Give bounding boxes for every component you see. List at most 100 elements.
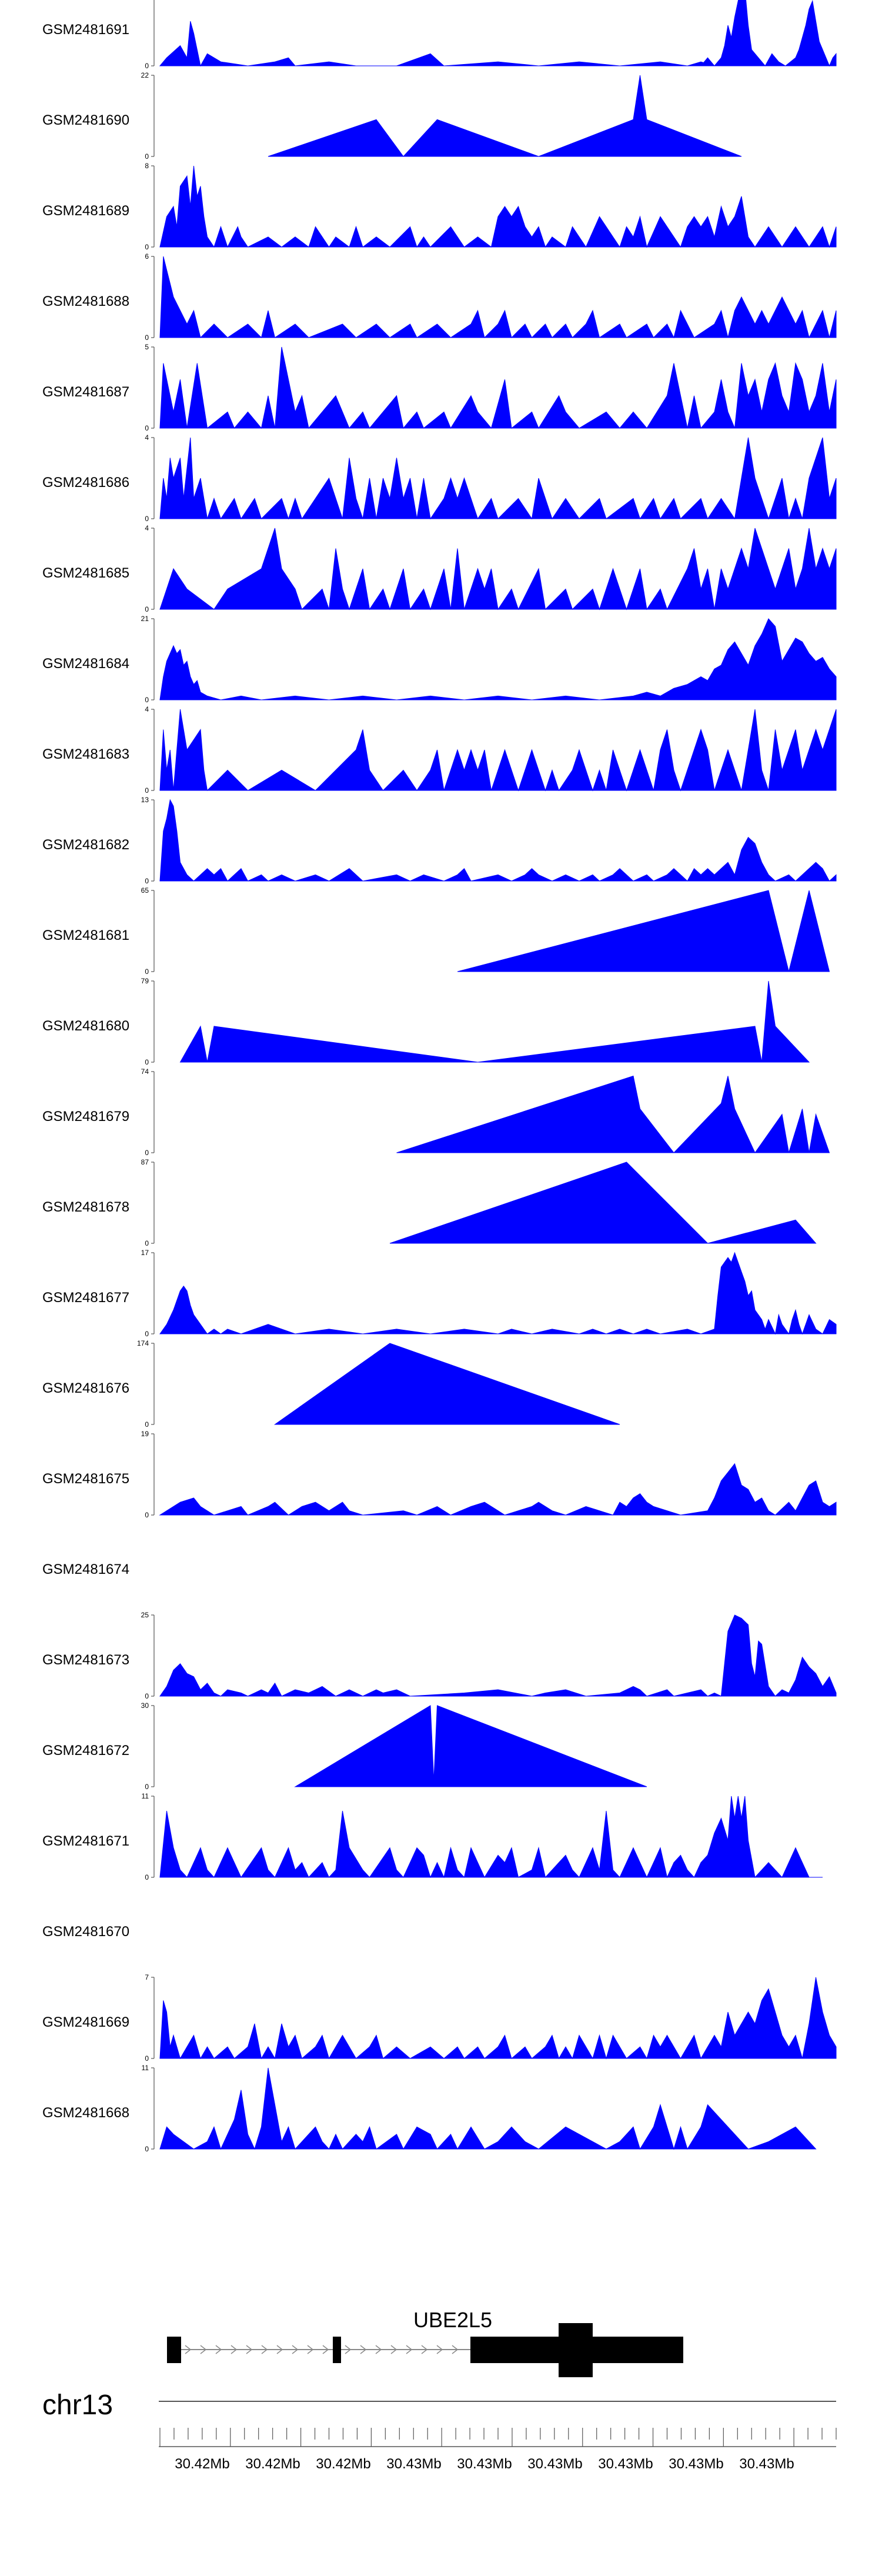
signal-area xyxy=(159,0,837,67)
y-axis-max-label: 6 xyxy=(145,252,149,261)
y-axis-min-label: 0 xyxy=(145,1058,149,1066)
axis-tick-label: 30.43Mb xyxy=(386,2456,441,2472)
track-GSM2481677: GSM2481677 17 0 xyxy=(42,1249,837,1338)
strand-arrow xyxy=(375,2345,382,2354)
axis-tick-labels: 30.42Mb 30.42Mb 30.42Mb 30.43Mb 30.43Mb 30.43… xyxy=(175,2456,794,2472)
track-GSM2481672: GSM2481672 30 0 xyxy=(42,1701,647,1791)
signal-area xyxy=(159,709,837,792)
y-axis-max-label: 19 xyxy=(141,1430,149,1438)
track-GSM2481687: GSM2481687 5 0 xyxy=(42,343,837,432)
track-GSM2481669: GSM2481669 7 0 xyxy=(42,1973,837,2063)
axis-tick-label: 30.42Mb xyxy=(316,2456,370,2472)
strand-arrow xyxy=(390,2345,397,2354)
y-axis-min-label: 0 xyxy=(145,1692,149,1700)
signal-area xyxy=(268,75,742,157)
y-axis-min-label: 0 xyxy=(145,62,149,70)
track-label: GSM2481689 xyxy=(42,203,129,219)
y-axis-max-label: 8 xyxy=(145,162,149,170)
track-GSM2481689: GSM2481689 8 0 xyxy=(42,162,837,251)
signal-area xyxy=(159,1252,837,1335)
strand-arrow xyxy=(307,2345,314,2354)
track-GSM2481673: GSM2481673 25 0 xyxy=(42,1611,837,1700)
track-GSM2481676: GSM2481676 174 0 xyxy=(42,1339,620,1429)
track-GSM2481683: GSM2481683 4 0 xyxy=(42,705,837,795)
track-label: GSM2481668 xyxy=(42,2105,129,2121)
track-label: GSM2481673 xyxy=(42,1652,129,1668)
track-GSM2481668: GSM2481668 11 0 xyxy=(42,2064,817,2153)
y-axis-max-label: 87 xyxy=(141,1158,149,1166)
axis-tick-label: 30.43Mb xyxy=(669,2456,723,2472)
track-GSM2481681: GSM2481681 65 0 xyxy=(42,886,830,976)
signal-area xyxy=(159,2067,817,2150)
y-axis-max-label: 74 xyxy=(141,1067,149,1076)
track-label: GSM2481680 xyxy=(42,1018,129,1034)
axis-tick-label: 30.42Mb xyxy=(175,2456,229,2472)
signal-area xyxy=(159,618,837,700)
track-label: GSM2481683 xyxy=(42,746,129,762)
track-label: GSM2481687 xyxy=(42,384,129,400)
y-axis-min-label: 0 xyxy=(145,1873,149,1881)
track-GSM2481682: GSM2481682 13 0 xyxy=(42,796,837,885)
track-label: GSM2481672 xyxy=(42,1743,129,1759)
track-label: GSM2481686 xyxy=(42,475,129,490)
signal-area xyxy=(159,1463,837,1516)
track-GSM2481670: GSM2481670 xyxy=(42,1924,129,1940)
strand-arrow xyxy=(345,2345,352,2354)
track-label: GSM2481670 xyxy=(42,1924,129,1940)
track-label: GSM2481688 xyxy=(42,293,129,309)
axis-tick-label: 30.43Mb xyxy=(598,2456,653,2472)
track-GSM2481691: GSM2481691200 xyxy=(42,0,837,70)
y-axis-max-label: 22 xyxy=(141,71,149,79)
y-axis-min-label: 0 xyxy=(145,1420,149,1429)
y-axis-min-label: 0 xyxy=(145,786,149,795)
track-GSM2481688: GSM2481688 6 0 xyxy=(42,252,837,342)
y-axis-min-label: 0 xyxy=(145,1330,149,1338)
axis-tick-label: 30.43Mb xyxy=(457,2456,512,2472)
y-axis-max-label: 4 xyxy=(145,524,149,532)
axis-tick-label: 30.43Mb xyxy=(527,2456,582,2472)
strand-arrow xyxy=(200,2345,207,2354)
y-axis-max-label: 13 xyxy=(141,796,149,804)
strand-arrow xyxy=(215,2345,222,2354)
track-label: GSM2481669 xyxy=(42,2014,129,2030)
strand-arrow xyxy=(360,2345,367,2354)
signal-area xyxy=(159,799,837,882)
strand-arrow xyxy=(406,2345,413,2354)
y-axis-min-label: 0 xyxy=(145,1239,149,1247)
axis-tick-label: 30.43Mb xyxy=(739,2456,794,2472)
y-axis-min-label: 0 xyxy=(145,2145,149,2153)
y-axis-max-label: 30 xyxy=(141,1701,149,1710)
track-label: GSM2481676 xyxy=(42,1380,129,1396)
track-label: GSM2481691 xyxy=(42,22,129,38)
y-axis-max-label: 5 xyxy=(145,343,149,351)
track-GSM2481678: GSM2481678 87 0 xyxy=(42,1158,817,1247)
signal-area xyxy=(159,1796,823,1878)
track-label: GSM2481675 xyxy=(42,1471,129,1487)
signal-area xyxy=(159,1977,837,2060)
track-label: GSM2481674 xyxy=(42,1561,129,1577)
exon-3-cds xyxy=(559,2323,593,2377)
strand-arrow xyxy=(421,2345,428,2354)
y-axis-max-label: 21 xyxy=(141,615,149,623)
y-axis-max-label: 25 xyxy=(141,1611,149,1619)
signal-area xyxy=(273,1343,620,1425)
y-axis-max-label: 7 xyxy=(145,1973,149,1981)
y-axis-min-label: 0 xyxy=(145,605,149,613)
signal-area xyxy=(159,437,837,520)
signal-area xyxy=(457,890,830,972)
y-axis-max-label: 65 xyxy=(141,886,149,895)
y-axis-min-label: 0 xyxy=(145,424,149,432)
track-GSM2481685: GSM2481685 4 0 xyxy=(42,524,837,613)
y-axis-max-label: 11 xyxy=(142,1792,149,1800)
track-GSM2481686: GSM2481686 4 0 xyxy=(42,433,837,523)
y-axis-max-label: 11 xyxy=(142,2064,149,2072)
signal-area xyxy=(159,256,837,339)
y-axis-max-label: 4 xyxy=(145,433,149,442)
signal-tracks: GSM2481691200GSM2481690220GSM248168980GS… xyxy=(42,0,837,2153)
signal-area xyxy=(159,165,837,248)
track-GSM2481674: GSM2481674 xyxy=(42,1561,129,1577)
y-axis-max-label: 17 xyxy=(141,1249,149,1257)
track-label: GSM2481681 xyxy=(42,927,129,943)
axis-ticks xyxy=(159,2428,837,2447)
track-label: GSM2481671 xyxy=(42,1833,129,1849)
